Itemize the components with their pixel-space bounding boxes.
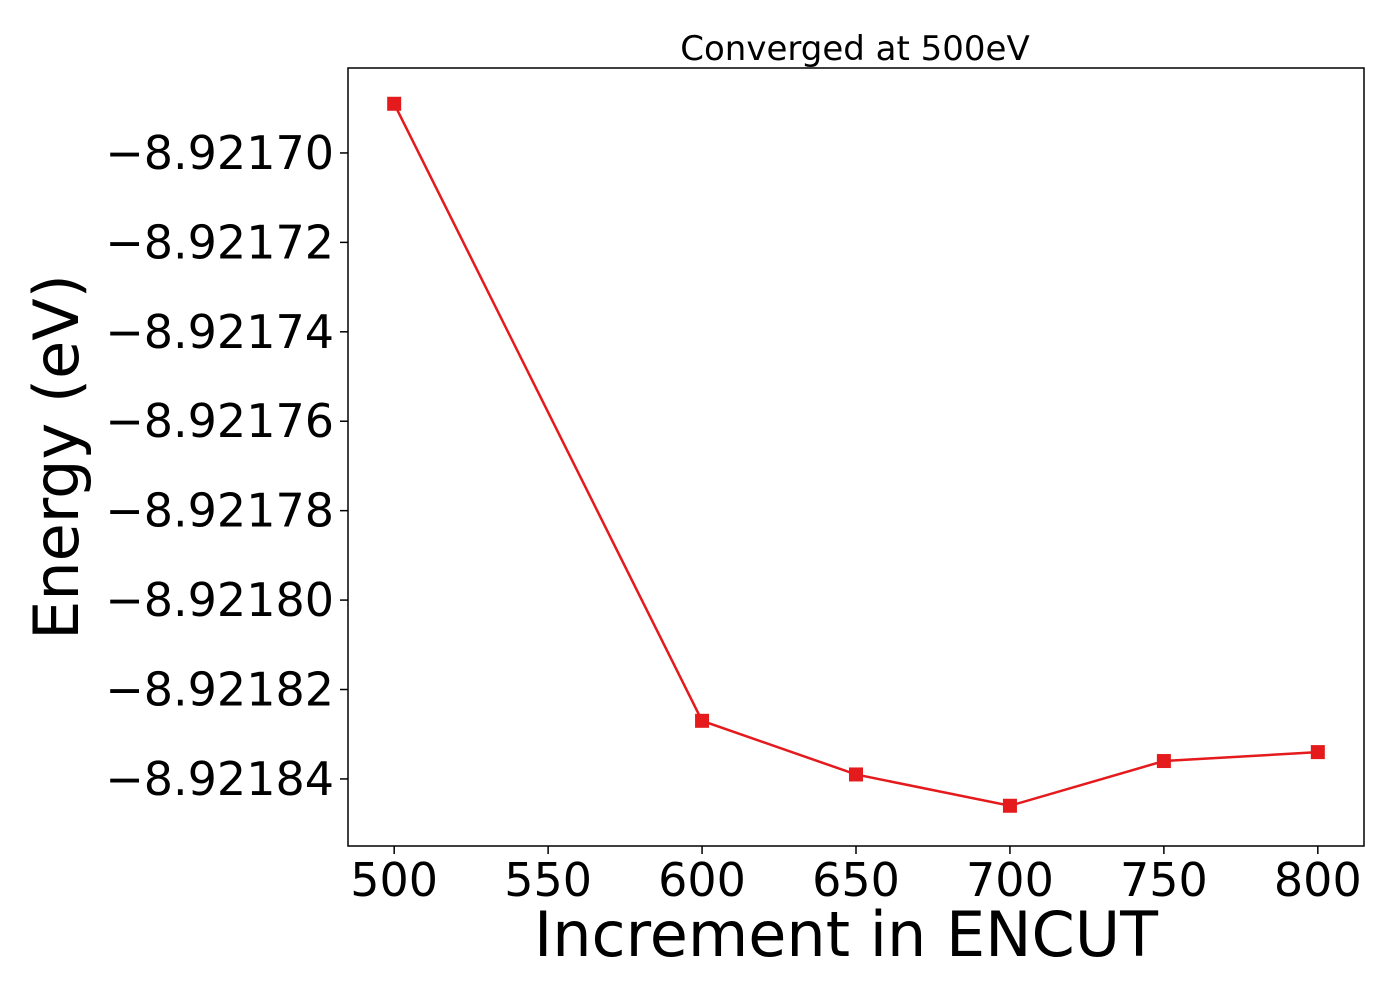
y-tick-label: −8.92182: [105, 663, 334, 717]
y-tick-label: −8.92170: [105, 126, 334, 180]
x-tick-label: 500: [350, 853, 438, 907]
y-tick-label: −8.92184: [105, 752, 334, 806]
y-tick-label: −8.92172: [105, 215, 334, 269]
data-point-marker: [387, 96, 402, 111]
y-tick-label: −8.92180: [105, 573, 334, 627]
x-axis-label: Increment in ENCUT: [534, 898, 1159, 971]
x-tick-label: 800: [1274, 853, 1362, 907]
x-tick-label: 550: [504, 853, 592, 907]
data-point-marker: [1310, 745, 1325, 760]
x-axis-ticks: 500 550 600 650 700 750 800: [350, 846, 1362, 907]
x-tick-label: 700: [966, 853, 1054, 907]
plot-series-layer: [387, 96, 1325, 813]
y-tick-label: −8.92174: [105, 305, 334, 359]
y-tick-label: −8.92178: [105, 484, 334, 538]
y-axis-label: Energy (eV): [20, 274, 93, 640]
y-axis-ticks: −8.92170 −8.92172 −8.92174 −8.92176 −8.92178…: [105, 126, 348, 806]
y-tick-label: −8.92176: [105, 394, 334, 448]
data-point-marker: [1156, 754, 1171, 769]
data-point-marker: [1002, 798, 1017, 813]
x-tick-label: 650: [812, 853, 900, 907]
x-tick-label: 750: [1120, 853, 1208, 907]
series-line: [393, 103, 1318, 808]
data-point-marker: [849, 767, 863, 782]
data-point-marker: [695, 713, 710, 728]
chart-title: Converged at 500eV: [680, 29, 1029, 69]
x-tick-label: 600: [658, 853, 746, 907]
